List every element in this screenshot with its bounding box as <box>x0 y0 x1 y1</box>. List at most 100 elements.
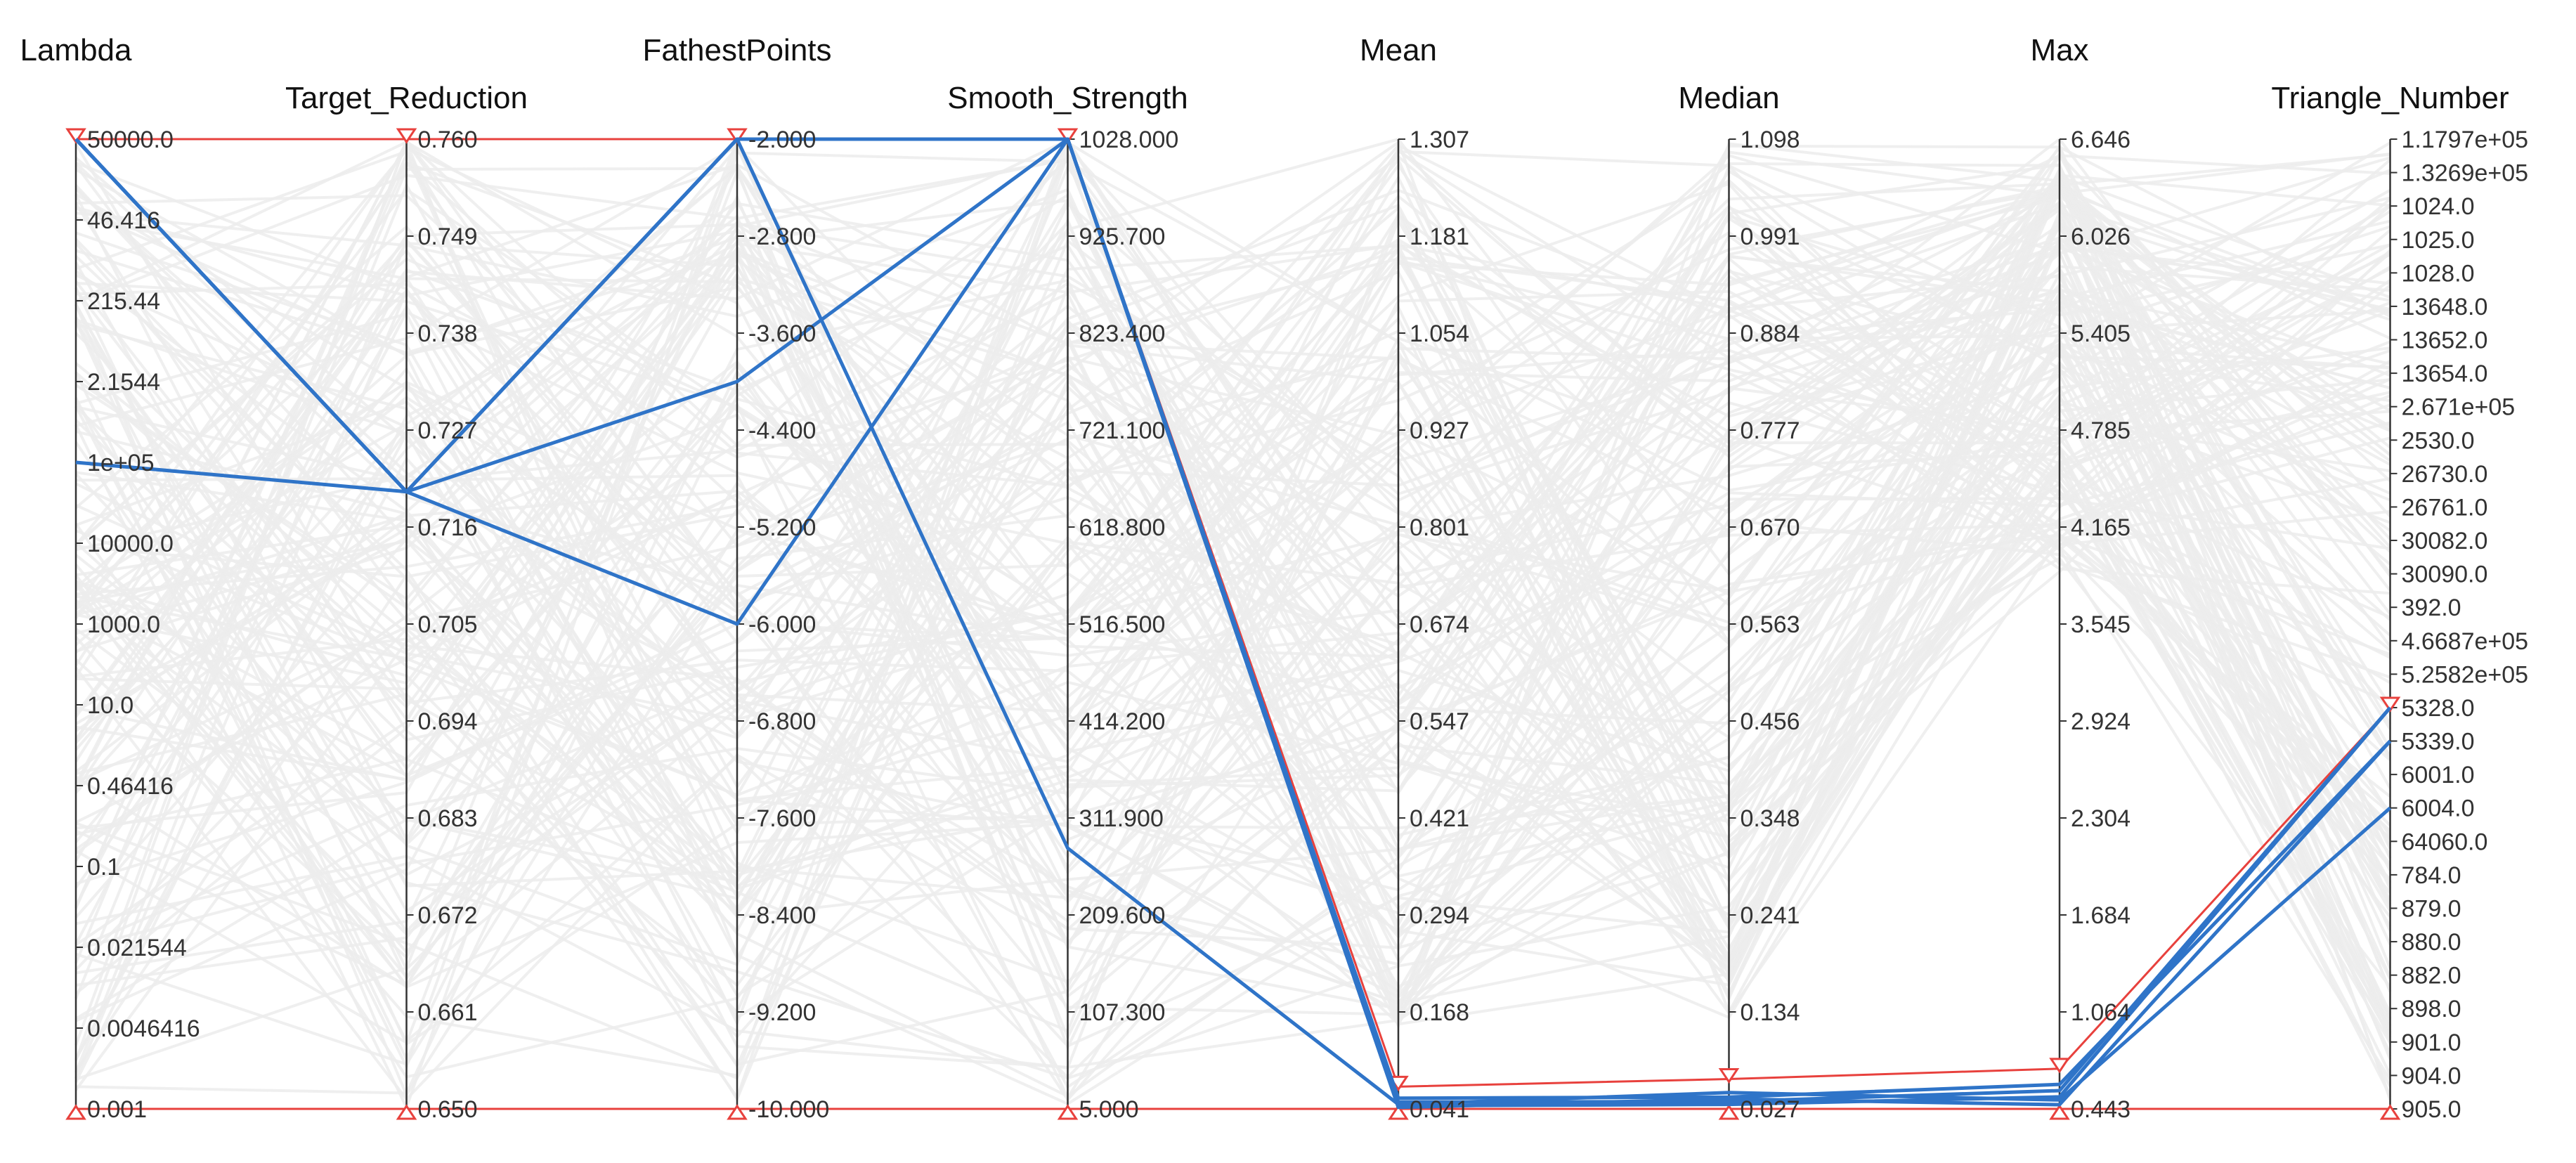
context-line <box>75 276 2391 1022</box>
brush-upper-handle-icon[interactable] <box>65 128 86 144</box>
tick-label: 5.2582e+05 <box>2402 661 2529 688</box>
tick-label: 0.1 <box>87 854 120 881</box>
tick-label: 1025.0 <box>2402 227 2475 254</box>
tick-label: 0.991 <box>1741 223 1800 250</box>
tick-label: 0.727 <box>418 417 478 444</box>
tick-label: 13648.0 <box>2402 294 2488 320</box>
tick-label: 209.600 <box>1079 902 1166 929</box>
tick-label: 0.027 <box>1741 1096 1800 1123</box>
context-line <box>74 176 2392 914</box>
tick-label: 2.924 <box>2071 708 2131 735</box>
tick-label: 0.927 <box>1410 417 1469 444</box>
tick-label: 26761.0 <box>2402 494 2488 521</box>
context-line <box>74 488 2392 1048</box>
brush-lower-handle-icon[interactable] <box>727 1104 748 1120</box>
target-reduction-axis-title: Target_Reduction <box>285 81 528 115</box>
context-line <box>74 237 2390 1005</box>
tick-label: 46.416 <box>87 207 160 234</box>
tick-label: 13654.0 <box>2402 360 2488 387</box>
tick-label: 0.443 <box>2071 1096 2131 1123</box>
tick-label: 1e+05 <box>87 450 155 476</box>
context-line <box>74 240 2391 889</box>
context-line <box>75 249 2392 1021</box>
context-line <box>75 256 2391 947</box>
context-line <box>75 155 2391 1030</box>
tick-label: 6001.0 <box>2402 762 2475 788</box>
tick-label: 0.563 <box>1741 611 1800 638</box>
tick-label: 6.026 <box>2071 223 2131 250</box>
tick-label: 0.168 <box>1410 999 1469 1026</box>
context-line <box>75 185 2391 928</box>
brush-markers[interactable] <box>65 128 2401 1120</box>
tick-label: 13652.0 <box>2402 327 2488 354</box>
tick-label: 1.054 <box>1410 320 1469 347</box>
brush-lower-handle-icon[interactable] <box>2049 1104 2070 1120</box>
tick-label: 311.900 <box>1079 805 1164 832</box>
context-line <box>74 285 2391 1103</box>
tick-label: -6.000 <box>748 611 816 638</box>
tick-label: 10.0 <box>87 692 134 719</box>
brush-lower-handle-icon[interactable] <box>1718 1104 1740 1120</box>
context-line <box>74 150 2391 1060</box>
context-line <box>75 150 2392 905</box>
tick-label: 2.304 <box>2071 805 2131 832</box>
brush-upper-handle-icon[interactable] <box>2049 1058 2070 1074</box>
tick-label: 64060.0 <box>2402 829 2488 855</box>
context-line <box>74 161 2392 928</box>
tick-label: 879.0 <box>2402 895 2461 922</box>
tick-label: 0.674 <box>1410 611 1469 638</box>
tick-label: 0.241 <box>1741 902 1800 929</box>
tick-label: -4.400 <box>748 417 816 444</box>
context-line <box>74 149 2391 827</box>
tick-label: 1.064 <box>2071 999 2131 1026</box>
tick-label: 880.0 <box>2402 929 2461 956</box>
tick-label: -5.200 <box>748 514 816 541</box>
tick-label: 0.777 <box>1741 417 1800 444</box>
tick-label: 0.348 <box>1741 805 1800 832</box>
brush-upper-handle-icon[interactable] <box>1718 1067 1740 1084</box>
context-line <box>74 139 2392 1038</box>
tick-label: 0.547 <box>1410 708 1469 735</box>
brush-upper-line <box>76 138 2391 1088</box>
context-line <box>75 147 2391 636</box>
triangle-number-axis-title: Triangle_Number <box>2271 81 2509 115</box>
fathestpoints-axis-title: FathestPoints <box>642 33 831 67</box>
brush-lower-handle-icon[interactable] <box>396 1104 417 1120</box>
brush-lower-handle-icon[interactable] <box>2379 1104 2401 1120</box>
tick-label: 392.0 <box>2402 595 2461 621</box>
tick-label: 901.0 <box>2402 1029 2461 1056</box>
tick-label: 5.000 <box>1079 1096 1139 1123</box>
tick-label: 0.683 <box>418 805 478 832</box>
context-line <box>74 142 2392 1015</box>
context-line <box>75 336 2390 1080</box>
tick-label: 1028.000 <box>1079 126 1179 153</box>
tick-label: -8.400 <box>748 902 816 929</box>
tick-label: 0.749 <box>418 223 478 250</box>
brush-lower-handle-icon[interactable] <box>1057 1104 1079 1120</box>
tick-label: 0.801 <box>1410 514 1469 541</box>
context-line <box>75 216 2390 722</box>
tick-label: 6004.0 <box>2402 795 2475 822</box>
brush-upper-handle-icon[interactable] <box>396 128 417 144</box>
brush-upper-handle-icon[interactable] <box>1057 128 1079 144</box>
brush-lower-handle-icon[interactable] <box>65 1104 86 1120</box>
tick-label: 0.705 <box>418 611 478 638</box>
brush-upper-handle-icon[interactable] <box>2379 696 2401 713</box>
tick-label: 4.6687e+05 <box>2402 628 2529 655</box>
tick-label: 721.100 <box>1079 417 1166 444</box>
tick-label: 0.884 <box>1741 320 1800 347</box>
tick-label: 0.694 <box>418 708 478 735</box>
context-line <box>75 360 2391 1026</box>
context-line <box>74 381 2391 1026</box>
tick-label: 5328.0 <box>2402 695 2475 722</box>
context-line <box>74 242 2392 912</box>
tick-label: 1028.0 <box>2402 260 2475 287</box>
brush-upper-handle-icon[interactable] <box>727 128 748 144</box>
context-line <box>74 153 2390 1051</box>
tick-label: 0.672 <box>418 902 478 929</box>
tick-label: -2.800 <box>748 223 816 250</box>
brush-lower-handle-icon[interactable] <box>1388 1104 1409 1120</box>
tick-label: 30090.0 <box>2402 561 2488 588</box>
context-line <box>74 143 2390 982</box>
